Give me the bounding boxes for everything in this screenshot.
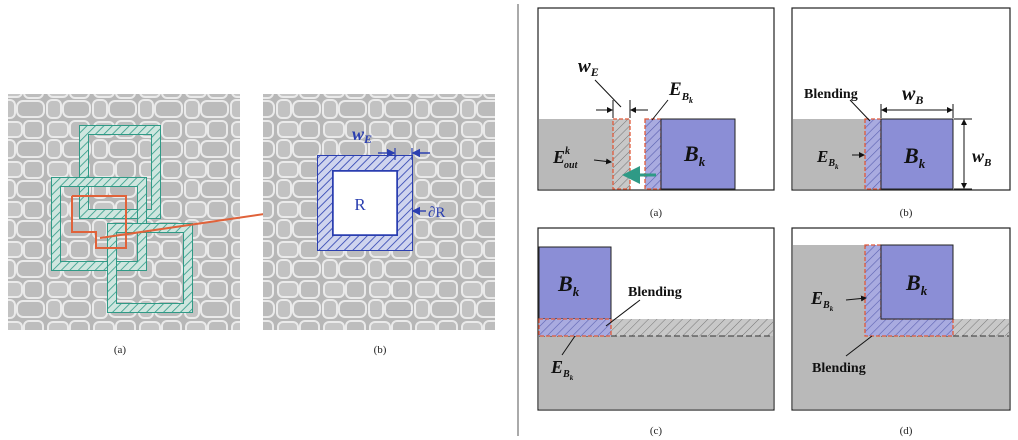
gray-region-d-left bbox=[793, 245, 865, 336]
overlap-frame-bottom-hatch bbox=[108, 224, 192, 312]
b-label-EBk: EBk bbox=[816, 147, 839, 171]
caption-right-c: (c) bbox=[650, 425, 663, 437]
block-Bk-d bbox=[880, 244, 954, 320]
region-R-box bbox=[332, 170, 398, 236]
gray-region-d-bottom bbox=[793, 336, 1009, 409]
block-Bk-a bbox=[660, 118, 736, 190]
b-label-Bk: Bk bbox=[903, 143, 926, 171]
boundary-frame-hatch bbox=[318, 156, 412, 250]
d-label-Bk: Bk bbox=[905, 270, 928, 298]
caption-left-a: (a) bbox=[114, 344, 127, 356]
a-label-wE: wE bbox=[578, 56, 599, 79]
caption-right-b: (b) bbox=[900, 207, 913, 219]
left-texture-a bbox=[8, 94, 335, 330]
b-label-wB-vertical: wB bbox=[972, 146, 991, 169]
blend-strip-c bbox=[538, 318, 612, 337]
caption-right-d: (d) bbox=[900, 425, 913, 437]
gray-region-a bbox=[539, 119, 613, 189]
label-wE-sub: E bbox=[363, 132, 372, 146]
diagram-a bbox=[537, 7, 775, 191]
caption-left-b: (b) bbox=[374, 344, 387, 356]
c-label-blending: Blending bbox=[628, 285, 682, 300]
diagram-c bbox=[537, 227, 775, 411]
b-label-blending: Blending bbox=[804, 87, 858, 102]
diagram-b bbox=[791, 7, 1011, 191]
a-label-Bk: Bk bbox=[683, 141, 706, 169]
block-Bk-c bbox=[538, 246, 612, 320]
d-label-EBk: EBk bbox=[810, 288, 834, 313]
left-texture-b bbox=[263, 94, 495, 330]
a-label-Eout: Ek out bbox=[552, 146, 579, 171]
edge-strip-a bbox=[644, 118, 662, 190]
diagram-d bbox=[791, 227, 1011, 411]
a-label-EBk: EBk bbox=[668, 79, 693, 105]
gray-region-b bbox=[793, 119, 865, 189]
blend-strip-b bbox=[864, 118, 882, 190]
edge-out-strip bbox=[612, 118, 631, 190]
c-label-EBk: EBk bbox=[550, 357, 574, 382]
gray-region-c bbox=[539, 336, 773, 409]
block-Bk-b bbox=[880, 118, 954, 190]
caption-right-a: (a) bbox=[650, 207, 663, 219]
b-label-wB: wB bbox=[902, 83, 923, 107]
label-wE-base: w bbox=[352, 124, 365, 144]
c-label-Bk: Bk bbox=[557, 271, 580, 299]
label-wE: wE bbox=[352, 124, 372, 146]
d-label-blending: Blending bbox=[812, 361, 866, 376]
label-R: R bbox=[354, 195, 366, 214]
overlap-frame-top-hatch bbox=[80, 126, 160, 218]
label-dR: ∂R bbox=[428, 205, 445, 221]
region-outline bbox=[71, 195, 127, 249]
